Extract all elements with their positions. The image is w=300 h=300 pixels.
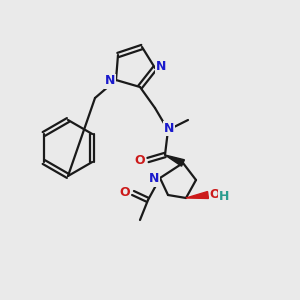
Text: O: O: [120, 185, 130, 199]
Text: O: O: [135, 154, 145, 166]
Text: N: N: [164, 122, 174, 134]
Polygon shape: [186, 191, 208, 199]
Text: N: N: [149, 172, 159, 185]
Text: O: O: [210, 188, 220, 200]
Text: N: N: [105, 74, 115, 88]
Text: H: H: [219, 190, 229, 203]
Polygon shape: [165, 155, 184, 166]
Text: N: N: [156, 61, 166, 74]
